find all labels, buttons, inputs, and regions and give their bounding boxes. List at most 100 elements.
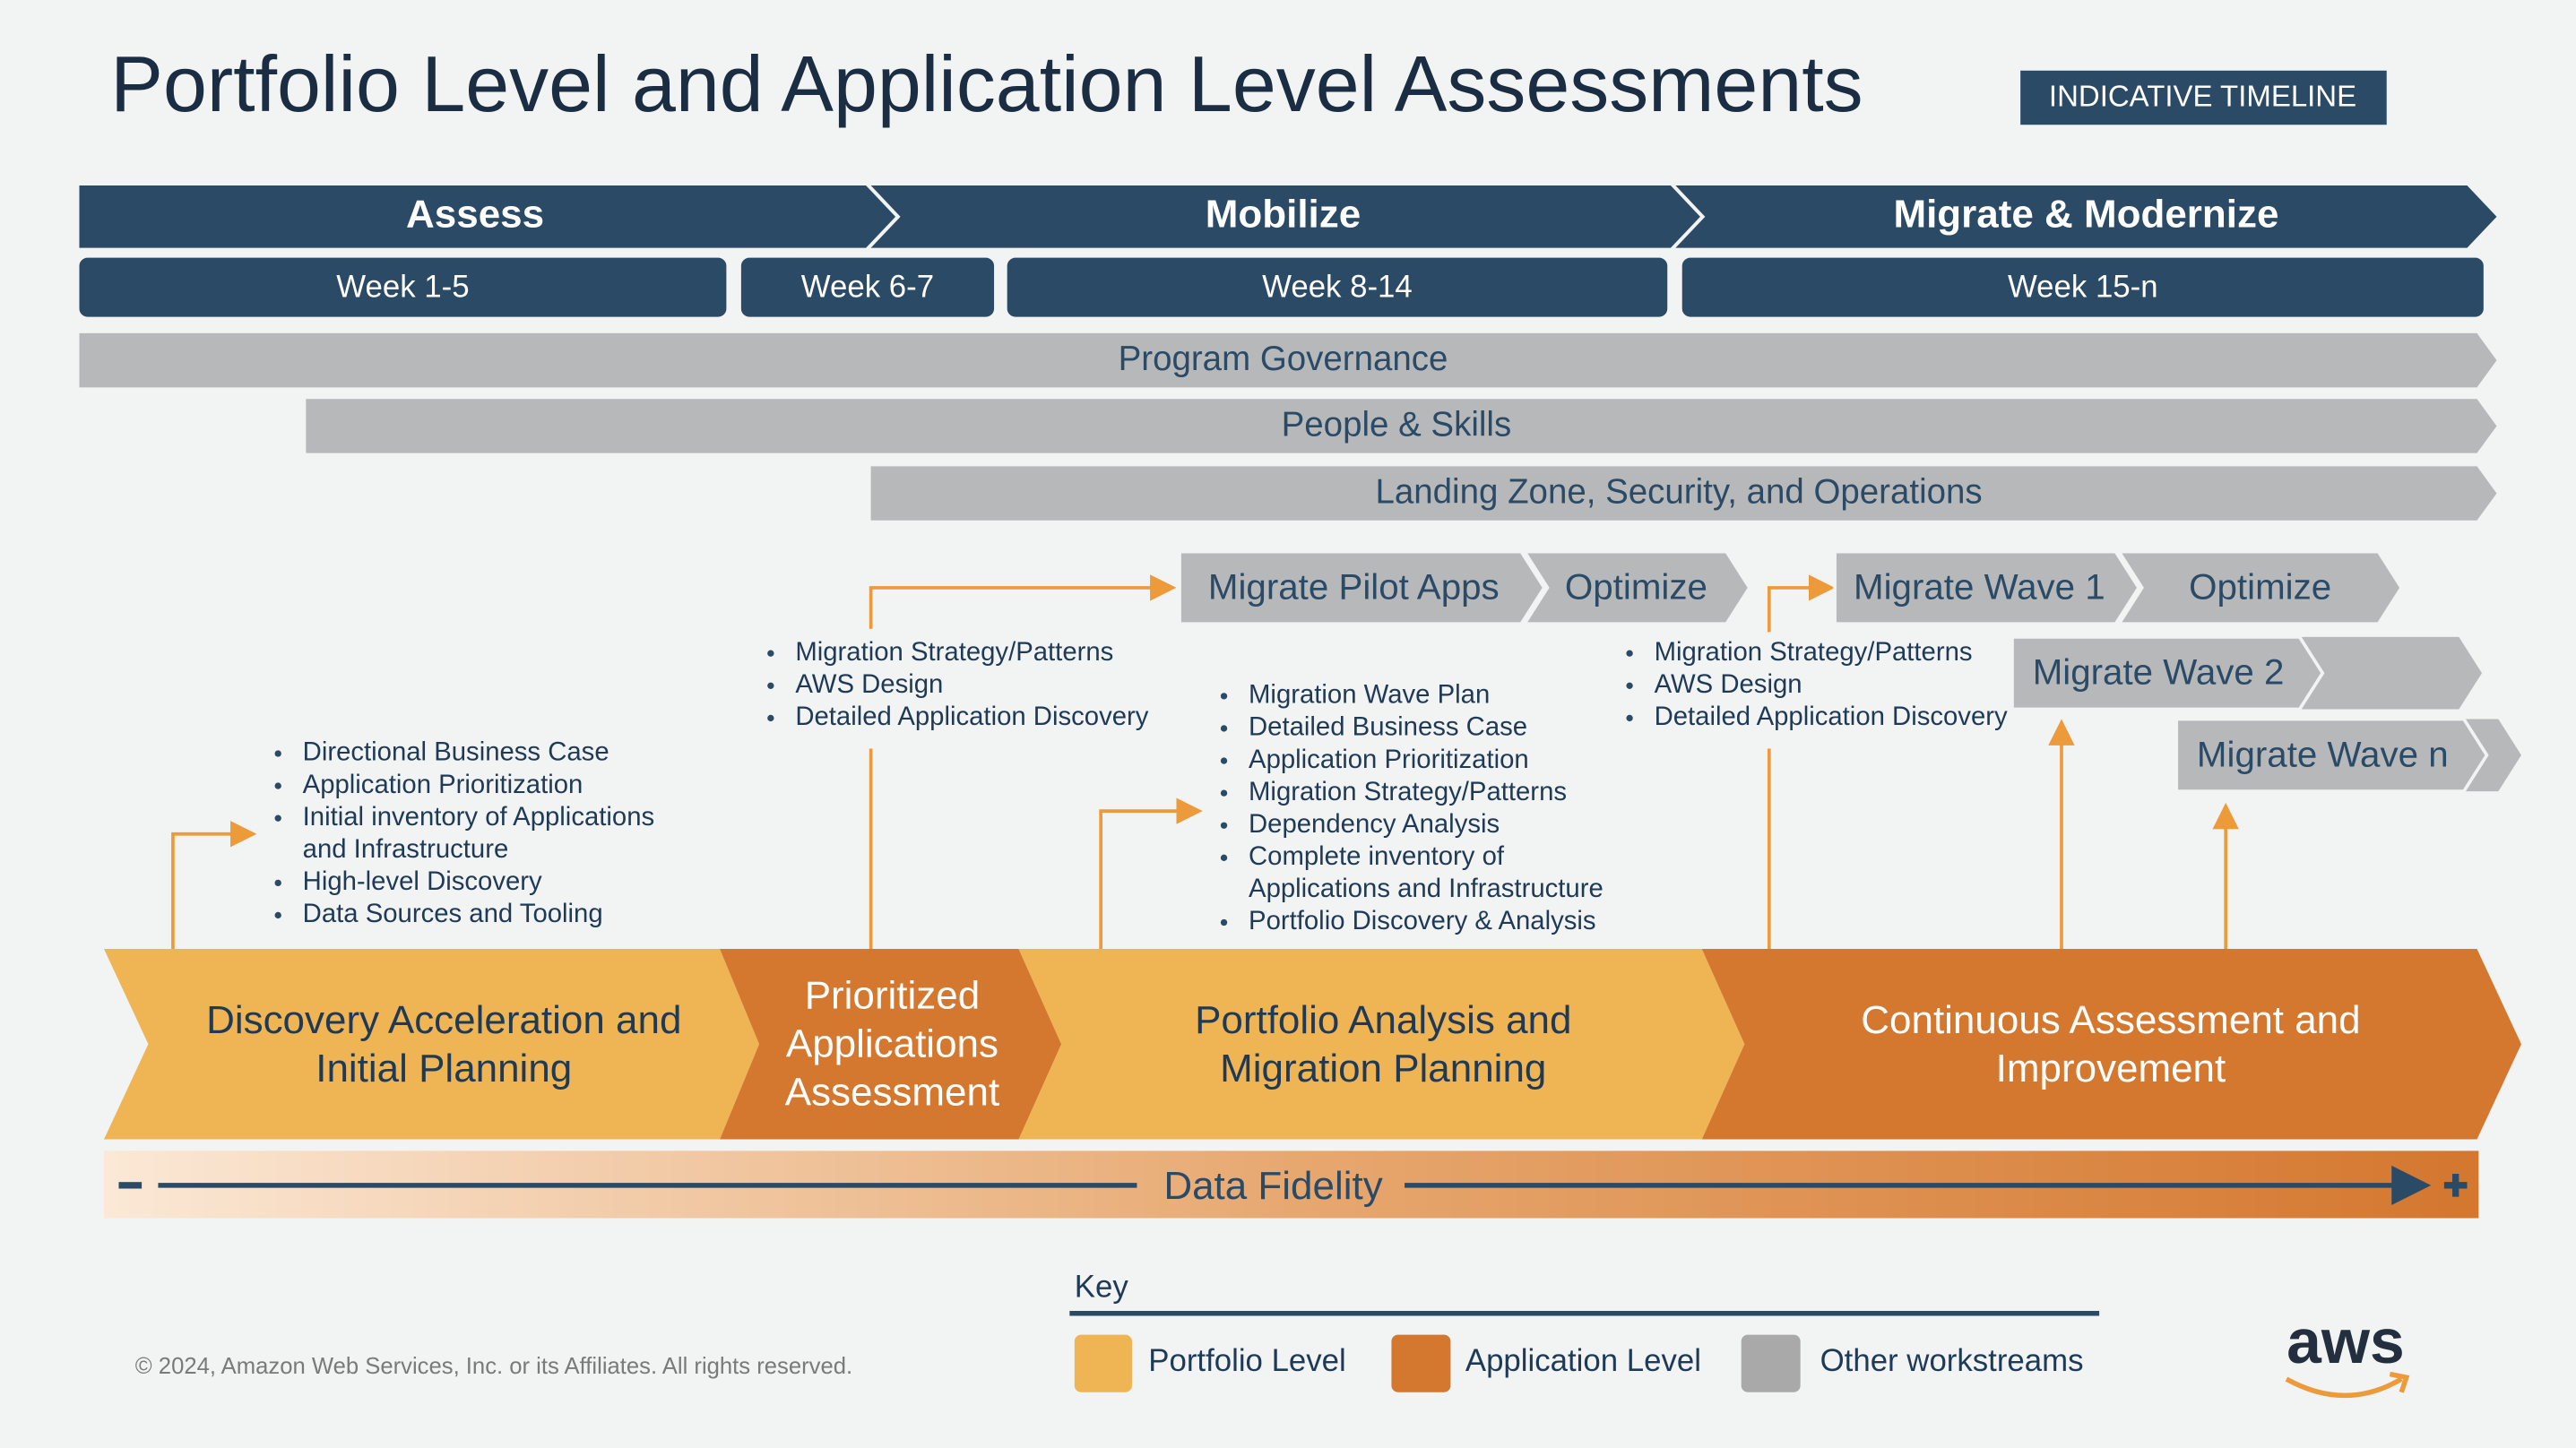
activity-label: Migrate Pilot Apps (1208, 566, 1500, 607)
arrow (869, 588, 1170, 950)
bullet-dot (1220, 693, 1228, 700)
bullet-dot (274, 879, 281, 887)
activity-label: Migrate Wave 2 (2033, 652, 2285, 693)
activity-chevron (2174, 717, 2489, 793)
arrow (171, 821, 257, 950)
bullet-dot (274, 782, 281, 789)
bullet-dot (1626, 714, 1633, 722)
bullet-dot (1626, 682, 1633, 689)
workstream-bar (79, 332, 2497, 388)
connectors (171, 588, 2239, 952)
week-box (740, 257, 995, 317)
bullet-text: Portfolio Discovery & Analysis (1249, 906, 1596, 935)
key-label: Portfolio Level (1148, 1343, 1346, 1378)
bullet-text: Complete inventory of (1249, 841, 1505, 871)
key-title: Key (1075, 1269, 1129, 1304)
phase-chevron (79, 185, 896, 248)
bullet-dot (274, 911, 281, 919)
week-box (1007, 257, 1668, 317)
bullet-text: Migration Strategy/Patterns (1249, 777, 1567, 806)
activity-chevron (2463, 719, 2521, 792)
phase-bar (79, 185, 2497, 248)
bullet-text: and Infrastructure (303, 834, 509, 864)
stage-label: Initial Planning (316, 1047, 572, 1090)
bullet-dot (1220, 854, 1228, 861)
workstream-label: People & Skills (1282, 406, 1512, 444)
key-swatch (1074, 1334, 1132, 1392)
plus-sign (2443, 1174, 2468, 1197)
activity-label: Optimize (2189, 566, 2331, 607)
badge: INDICATIVE TIMELINE (2049, 80, 2356, 113)
activity-label: Optimize (1565, 566, 1707, 607)
key-swatch (1391, 1334, 1451, 1392)
stage-chevron (1018, 949, 1745, 1140)
key-swatch (1741, 1334, 1801, 1392)
week-label: Week 15-n (2008, 270, 2158, 305)
bullet-dot (1220, 918, 1228, 927)
phase-label: Migrate & Modernize (1893, 192, 2278, 236)
arrow (1768, 588, 1828, 950)
bullet-dot (767, 650, 774, 657)
activity-chevron (1521, 549, 1752, 626)
activity-chevron (2010, 635, 2325, 711)
bullet-dot (274, 814, 281, 822)
week-label: Week 6-7 (801, 270, 934, 305)
bullet-text: Migration Strategy/Patterns (795, 637, 1113, 667)
bullet-text: Detailed Application Discovery (795, 702, 1148, 731)
bullet-dot (1220, 757, 1228, 764)
phase-label: Assess (406, 192, 544, 236)
bullet-text: Application Prioritization (1249, 745, 1529, 774)
activity-chevron (2115, 549, 2404, 626)
week-box (1681, 257, 2484, 317)
stage-label: Portfolio Analysis and (1195, 998, 1571, 1042)
stage-label: Improvement (1996, 1047, 2226, 1090)
stage-label: Discovery Acceleration and (206, 998, 681, 1042)
workstream-label: Landing Zone, Security, and Operations (1375, 473, 1982, 512)
bullet-text: Data Sources and Tooling (303, 899, 603, 928)
stage-chevron (1701, 949, 2521, 1140)
week-box (79, 257, 727, 317)
bullet-dot (767, 714, 774, 722)
stage-chevron (103, 949, 760, 1140)
activity-chevron (2299, 636, 2483, 710)
bullet-text: Initial inventory of Applications (303, 802, 654, 832)
arrow (1099, 797, 1203, 952)
bullet-text: Detailed Business Case (1249, 712, 1527, 742)
fidelity-label: Data Fidelity (1163, 1164, 1382, 1208)
bullet-dot (1626, 650, 1633, 657)
bullet-dot (274, 750, 281, 757)
stage-chevron (720, 949, 1062, 1140)
key-label: Other workstreams (1820, 1343, 2084, 1378)
badge-box (2020, 70, 2387, 125)
phase-label: Mobilize (1206, 192, 1361, 236)
key-label: Application Level (1465, 1343, 1701, 1378)
bullet-text: Dependency Analysis (1249, 809, 1500, 839)
workstream-bar (306, 399, 2497, 453)
bullet-text: High-level Discovery (303, 866, 542, 896)
logo: aws (2286, 1306, 2405, 1376)
stage-label: Prioritized (805, 974, 980, 1018)
copyright: © 2024, Amazon Web Services, Inc. or its… (135, 1354, 852, 1379)
title: Portfolio Level and Application Level As… (110, 39, 1863, 128)
bullet-text: Directional Business Case (303, 737, 609, 767)
bullet-text: AWS Design (795, 669, 943, 699)
stage-label: Migration Planning (1220, 1047, 1546, 1090)
activity-label: Migrate Wave n (2197, 734, 2449, 774)
bullet-dot (1220, 725, 1228, 732)
activity-chevron (1833, 549, 2141, 626)
phase-chevron (870, 185, 1700, 248)
stage-label: Continuous Assessment and (1861, 998, 2360, 1042)
bullet-dot (1220, 822, 1228, 829)
logo-smile (2285, 1371, 2410, 1399)
week-label: Week 1-5 (336, 270, 469, 305)
stage-label: Applications (786, 1022, 998, 1066)
phase-chevron (1675, 185, 2497, 248)
stage-label: Assessment (785, 1071, 999, 1115)
workstream-bar (870, 466, 2497, 521)
week-label: Week 8-14 (1262, 270, 1413, 305)
minus-sign (118, 1182, 143, 1189)
activity-chevron (1178, 549, 1546, 626)
bullet-dot (1220, 789, 1228, 797)
